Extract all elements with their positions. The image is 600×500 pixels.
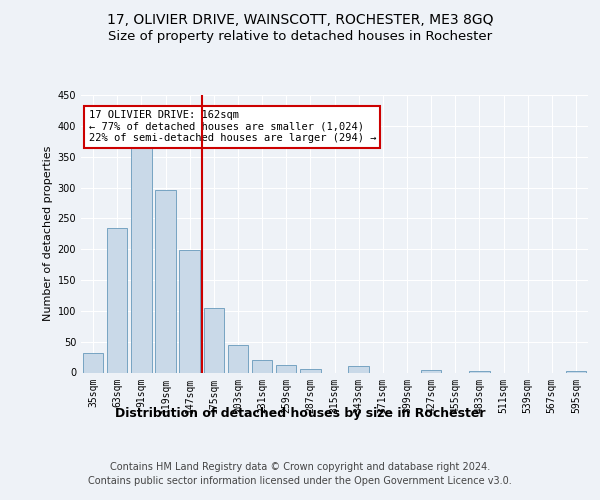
Text: 17, OLIVIER DRIVE, WAINSCOTT, ROCHESTER, ME3 8GQ: 17, OLIVIER DRIVE, WAINSCOTT, ROCHESTER,… xyxy=(107,12,493,26)
Bar xyxy=(252,360,272,372)
Bar xyxy=(107,228,127,372)
Bar xyxy=(421,370,442,372)
Bar xyxy=(349,366,369,372)
Bar xyxy=(155,190,176,372)
Text: 17 OLIVIER DRIVE: 162sqm
← 77% of detached houses are smaller (1,024)
22% of sem: 17 OLIVIER DRIVE: 162sqm ← 77% of detach… xyxy=(89,110,376,144)
Bar xyxy=(131,146,152,372)
Bar xyxy=(179,250,200,372)
Bar xyxy=(300,370,320,372)
Y-axis label: Number of detached properties: Number of detached properties xyxy=(43,146,53,322)
Bar xyxy=(203,308,224,372)
Text: Distribution of detached houses by size in Rochester: Distribution of detached houses by size … xyxy=(115,408,485,420)
Text: Contains public sector information licensed under the Open Government Licence v3: Contains public sector information licen… xyxy=(88,476,512,486)
Bar xyxy=(566,370,586,372)
Text: Contains HM Land Registry data © Crown copyright and database right 2024.: Contains HM Land Registry data © Crown c… xyxy=(110,462,490,472)
Bar xyxy=(83,353,103,372)
Bar xyxy=(227,345,248,372)
Bar xyxy=(469,370,490,372)
Text: Size of property relative to detached houses in Rochester: Size of property relative to detached ho… xyxy=(108,30,492,43)
Bar xyxy=(276,365,296,372)
